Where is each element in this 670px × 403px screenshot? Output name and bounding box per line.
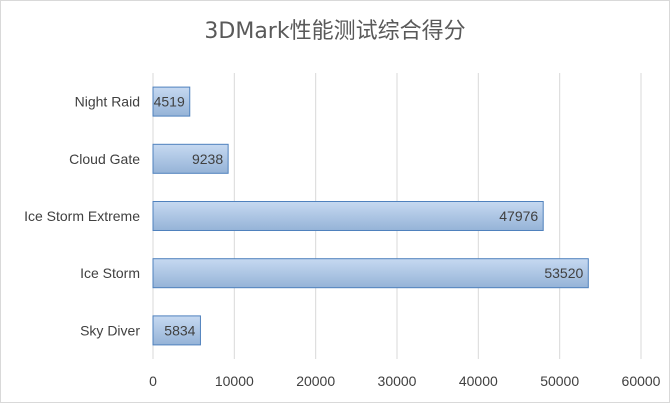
category-label-ice-storm: Ice Storm	[80, 265, 140, 281]
data-label-night-raid: 4519	[154, 94, 185, 110]
data-label-ice-storm: 53520	[544, 265, 583, 281]
x-tick-label-40000: 40000	[459, 373, 498, 389]
data-label-sky-diver: 5834	[164, 322, 195, 338]
bar-night-raid	[152, 86, 191, 117]
bar-sky-diver	[152, 315, 201, 346]
x-tick-label-50000: 50000	[540, 373, 579, 389]
category-label-night-raid: Night Raid	[75, 94, 140, 110]
x-axis-tick-labels: 0 10000 20000 30000 40000 50000 60000	[149, 373, 661, 389]
bar-ice-storm	[152, 258, 589, 289]
data-label-ice-storm-extreme: 47976	[499, 208, 538, 224]
x-tick-label-10000: 10000	[215, 373, 254, 389]
x-tick-label-30000: 30000	[378, 373, 417, 389]
bars	[152, 86, 589, 346]
data-labels: 4519 9238 47976 53520 5834	[154, 94, 584, 339]
bar-cloud-gate	[152, 143, 229, 174]
x-tick-label-0: 0	[149, 373, 157, 389]
x-tick-label-20000: 20000	[296, 373, 335, 389]
category-label-sky-diver: Sky Diver	[80, 322, 140, 338]
category-labels: Night Raid Cloud Gate Ice Storm Extreme Ice…	[24, 94, 140, 339]
chart-title: 3DMark性能测试综合得分	[204, 19, 466, 44]
bar-ice-storm-extreme	[152, 201, 544, 231]
x-tick-label-60000: 60000	[622, 373, 661, 389]
category-label-cloud-gate: Cloud Gate	[69, 151, 140, 167]
data-label-cloud-gate: 9238	[192, 151, 223, 167]
category-label-ice-storm-extreme: Ice Storm Extreme	[24, 208, 140, 224]
